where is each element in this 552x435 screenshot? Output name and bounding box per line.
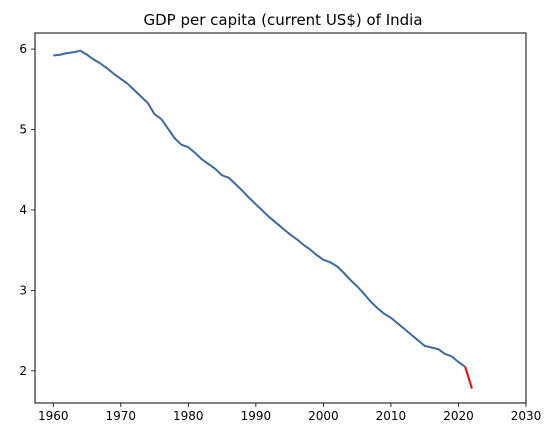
x-tick-label: 1970	[105, 409, 136, 423]
y-tick-label: 5	[19, 123, 27, 137]
x-axis: 1960 1970 1980 1990 2000 2010 2020 2030	[38, 403, 541, 423]
series-layer	[53, 49, 473, 389]
series-line-projection	[464, 366, 473, 389]
y-tick-label: 6	[19, 42, 27, 56]
y-axis: 2 3 4 5 6	[19, 42, 35, 378]
y-tick-label: 4	[19, 203, 27, 217]
x-tick-label: 2010	[376, 409, 407, 423]
x-tick-label: 2020	[443, 409, 474, 423]
x-tick-label: 1990	[241, 409, 272, 423]
chart-title: GDP per capita (current US$) of India	[143, 11, 422, 29]
y-tick-label: 3	[19, 283, 27, 297]
x-tick-label: 2000	[308, 409, 339, 423]
y-tick-label: 2	[19, 364, 27, 378]
axes-frame	[34, 32, 527, 404]
x-tick-label: 1980	[173, 409, 204, 423]
x-tick-label: 2030	[511, 409, 542, 423]
x-tick-label: 1960	[38, 409, 69, 423]
series-line-historical	[53, 49, 466, 368]
